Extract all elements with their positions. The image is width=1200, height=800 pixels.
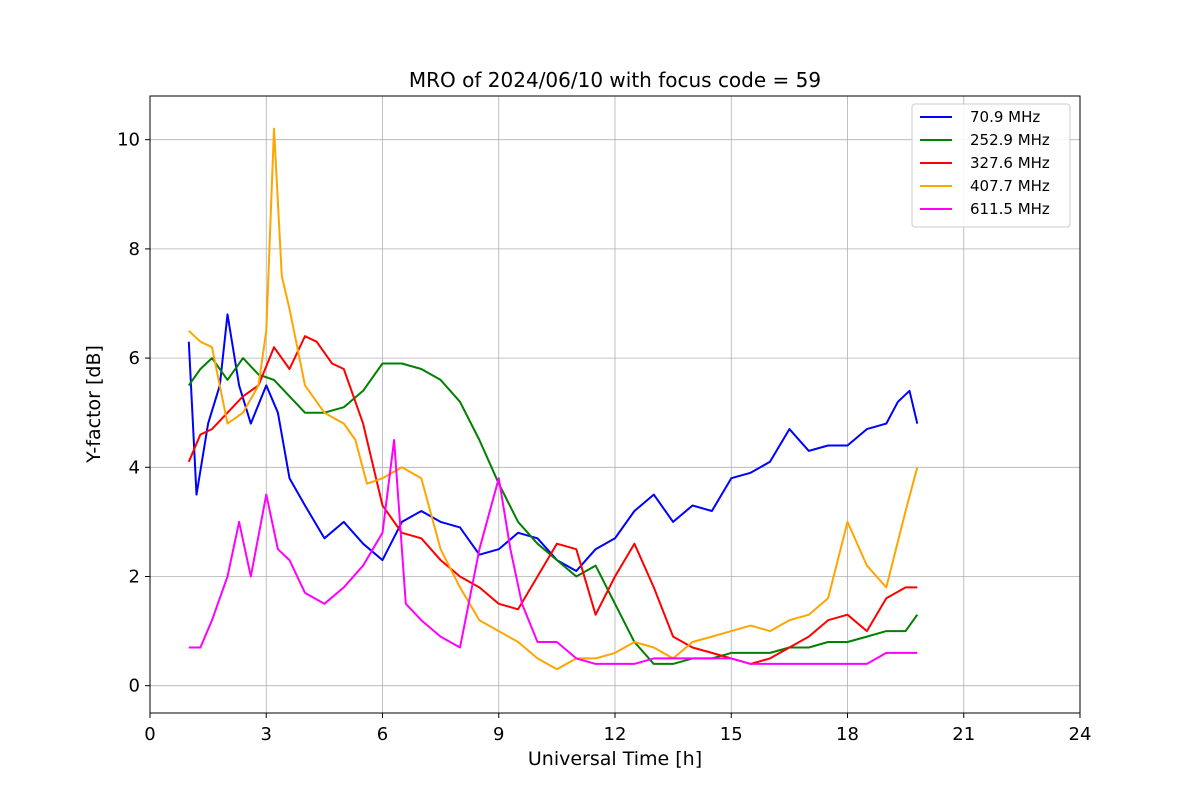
legend-label: 70.9 MHz (970, 108, 1040, 126)
y-tick-label: 2 (129, 566, 140, 587)
x-tick-label: 24 (1069, 724, 1092, 745)
y-tick-label: 10 (117, 130, 140, 151)
x-axis: 0 3 6 9 12 15 18 21 24 (144, 713, 1091, 745)
x-tick-label: 12 (604, 724, 627, 745)
y-tick-label: 6 (129, 348, 140, 369)
legend-label: 407.7 MHz (970, 177, 1050, 195)
y-tick-label: 0 (129, 676, 140, 697)
y-axis-label: Y-factor [dB] (83, 345, 105, 464)
x-tick-label: 0 (144, 724, 155, 745)
x-tick-label: 15 (720, 724, 743, 745)
chart-title: MRO of 2024/06/10 with focus code = 59 (409, 68, 821, 92)
legend-label: 611.5 MHz (970, 200, 1050, 218)
series-line-1 (187, 357, 919, 665)
series-line-0 (187, 313, 919, 572)
x-tick-label: 3 (261, 724, 272, 745)
legend-label: 327.6 MHz (970, 154, 1050, 172)
legend: 70.9 MHz 252.9 MHz 327.6 MHz 407.7 MHz 611.5… (911, 103, 1071, 228)
x-tick-label: 6 (377, 724, 388, 745)
y-axis: 0 2 4 6 8 10 (117, 130, 150, 697)
x-tick-label: 9 (493, 724, 504, 745)
x-tick-label: 21 (952, 724, 975, 745)
series-group (187, 127, 919, 671)
series-line-3 (188, 127, 919, 671)
legend-box (911, 103, 1071, 228)
y-tick-label: 8 (129, 239, 140, 260)
series-line-4 (188, 439, 918, 665)
y-tick-label: 4 (129, 457, 140, 478)
series-line-2 (187, 335, 918, 665)
x-tick-label: 18 (836, 724, 859, 745)
legend-label: 252.9 MHz (970, 131, 1050, 149)
x-axis-label: Universal Time [h] (528, 748, 702, 770)
